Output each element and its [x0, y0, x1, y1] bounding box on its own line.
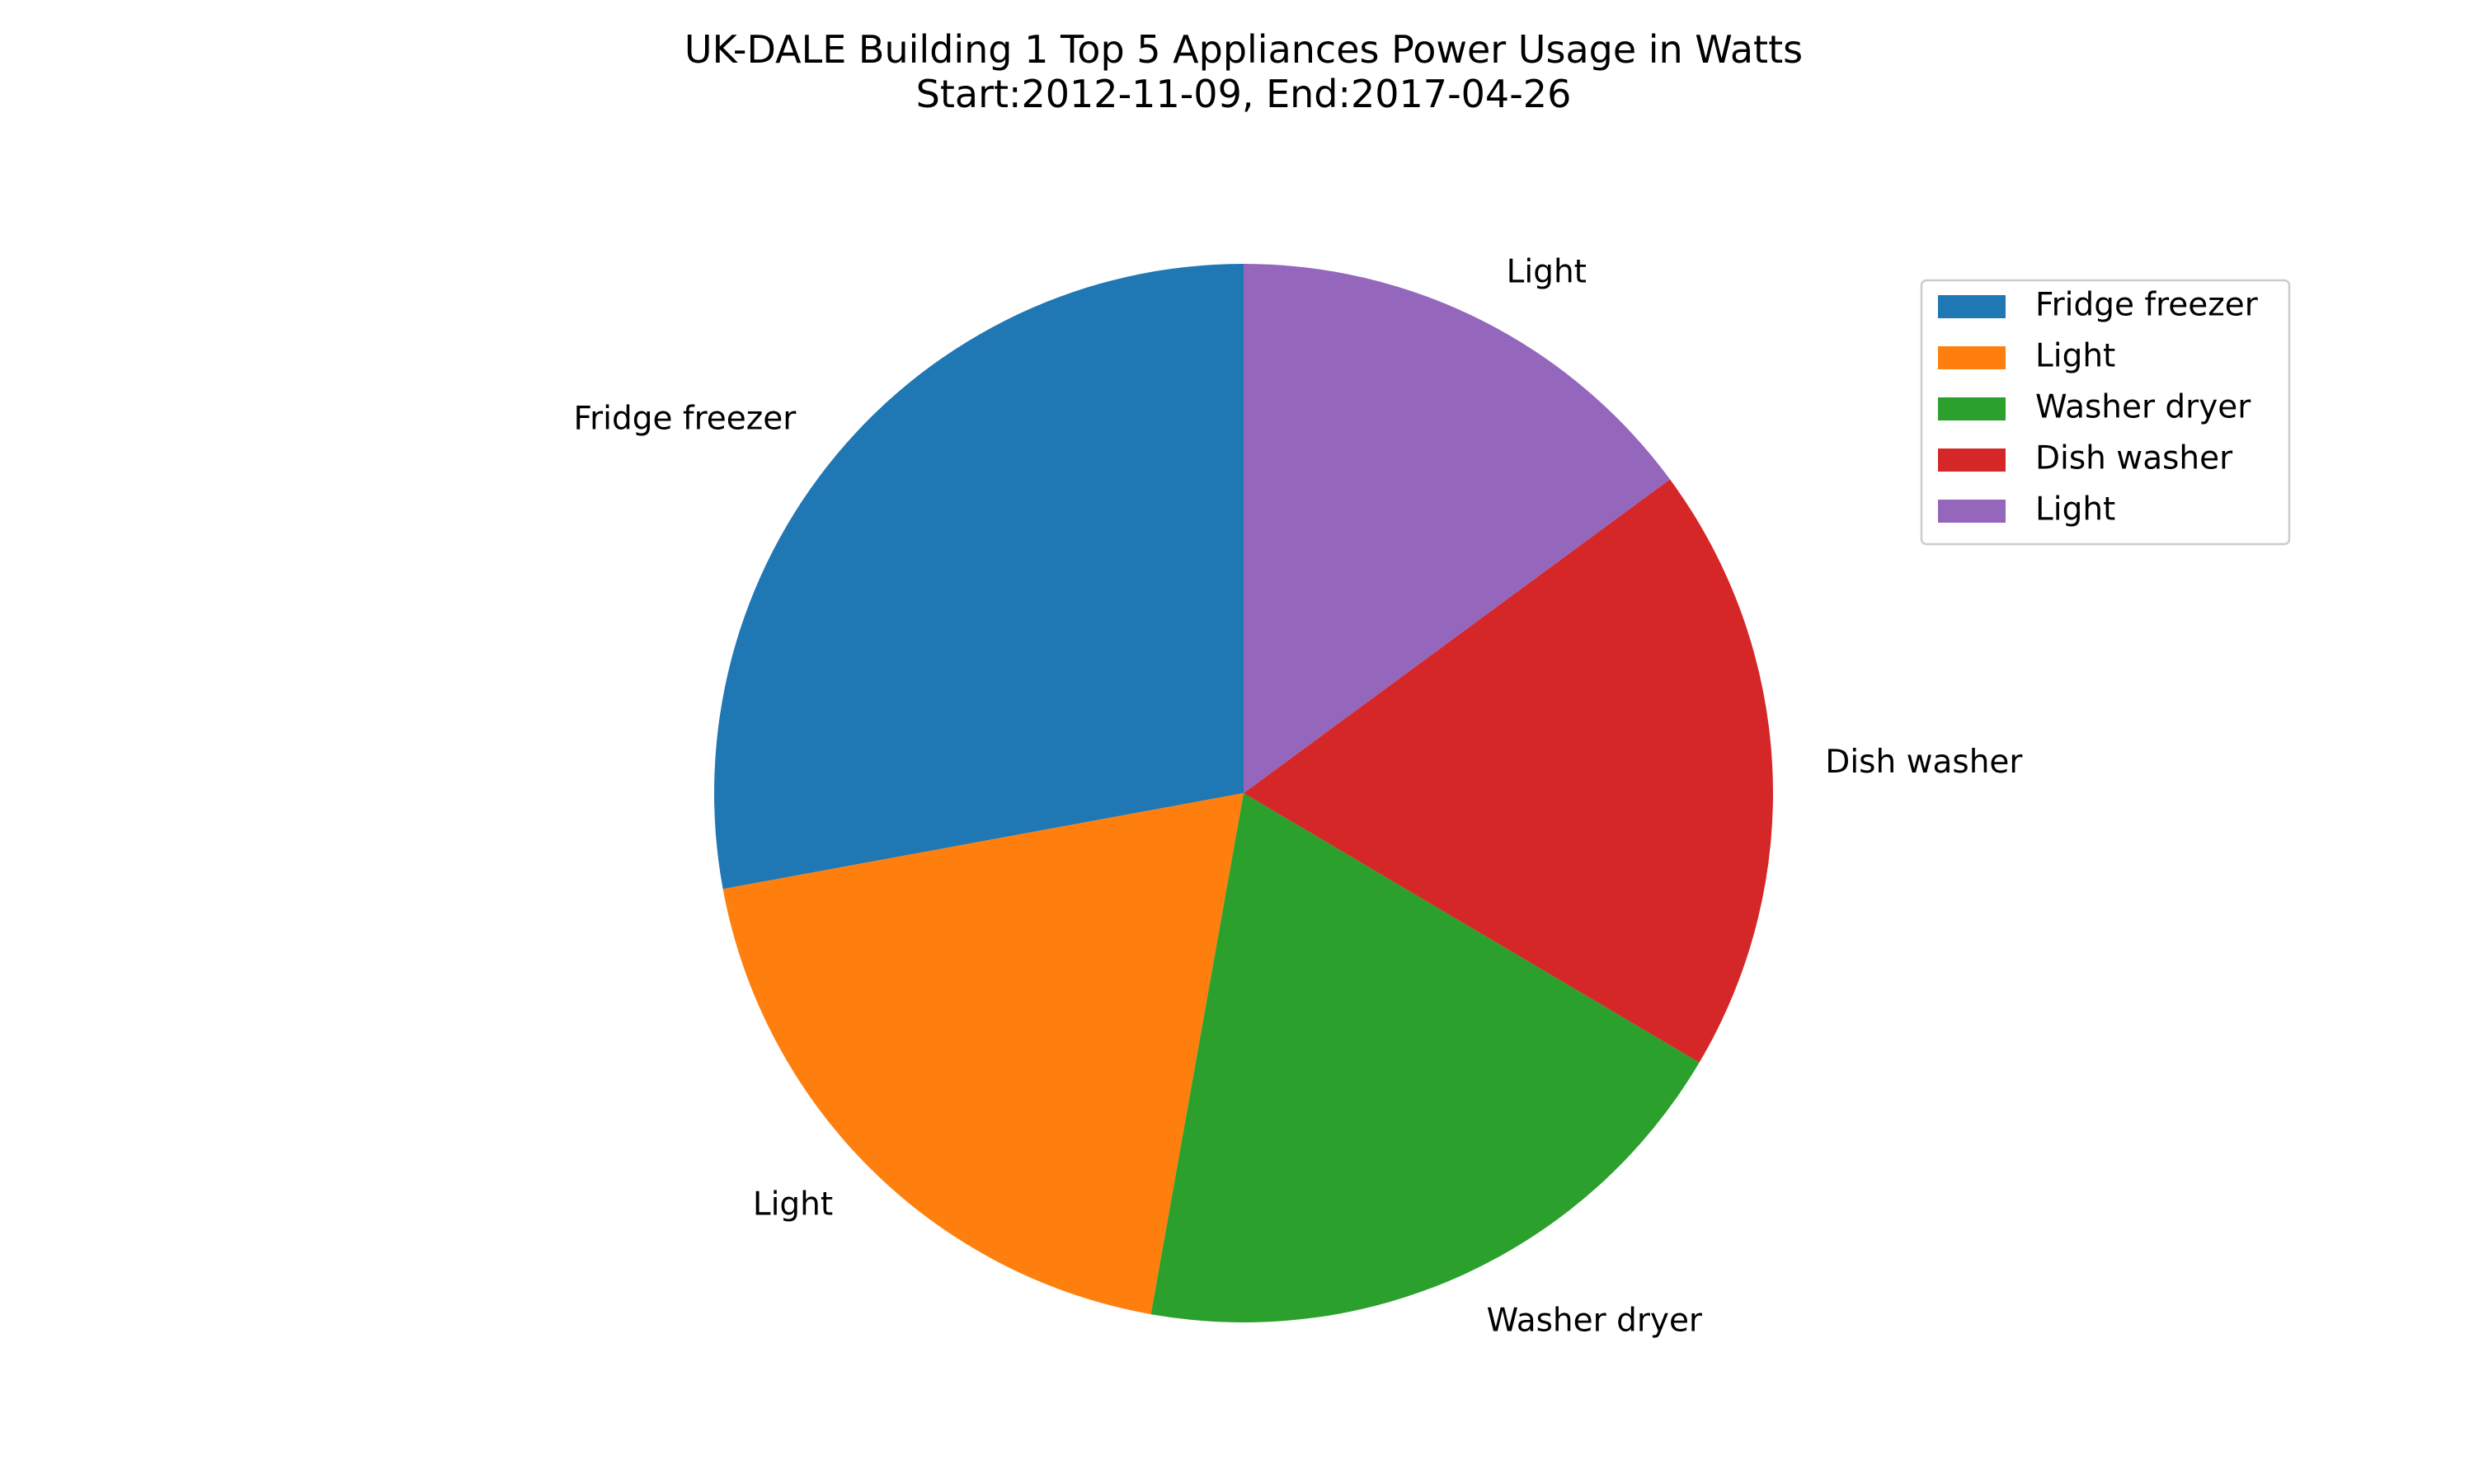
legend-swatch: [1938, 295, 2006, 318]
pie-slice-label: Dish washer: [1825, 744, 2023, 781]
legend-label: Light: [2035, 491, 2115, 528]
legend: Fridge freezer Light Washer dryer Dish wash…: [1920, 279, 2291, 546]
legend-label: Dish washer: [2035, 440, 2233, 477]
chart-subtitle: Start:2012-11-09, End:2017-04-26: [916, 72, 1572, 116]
pie-slice: [722, 793, 1244, 1315]
legend-label: Light: [2035, 338, 2115, 375]
chart-title: UK-DALE Building 1 Top 5 Appliances Powe…: [684, 27, 1803, 72]
legend-swatch: [1938, 346, 2006, 369]
pie-slice-label: Washer dryer: [1487, 1302, 1703, 1339]
legend-label: Fridge freezer: [2035, 287, 2259, 324]
pie-slice: [1244, 479, 1773, 1063]
legend-swatch: [1938, 500, 2006, 523]
pie-slice-label: Light: [753, 1186, 833, 1223]
legend-frame: [1920, 279, 2291, 546]
pie-slice-label: Fridge freezer: [574, 401, 797, 438]
legend-swatch: [1938, 397, 2006, 420]
legend-label: Washer dryer: [2035, 389, 2251, 426]
pie-slice-label: Light: [1507, 253, 1587, 290]
pie-slices: [713, 264, 1773, 1323]
legend-swatch: [1938, 448, 2006, 472]
pie-slice: [1150, 793, 1700, 1323]
pie-slice-labels: Fridge freezer Light Washer dryer Dish wash…: [574, 253, 2024, 1339]
legend-items: Fridge freezer Light Washer dryer Dish wash…: [1938, 287, 2259, 528]
pie-slice: [1244, 264, 1671, 793]
pie-slice: [713, 264, 1244, 890]
